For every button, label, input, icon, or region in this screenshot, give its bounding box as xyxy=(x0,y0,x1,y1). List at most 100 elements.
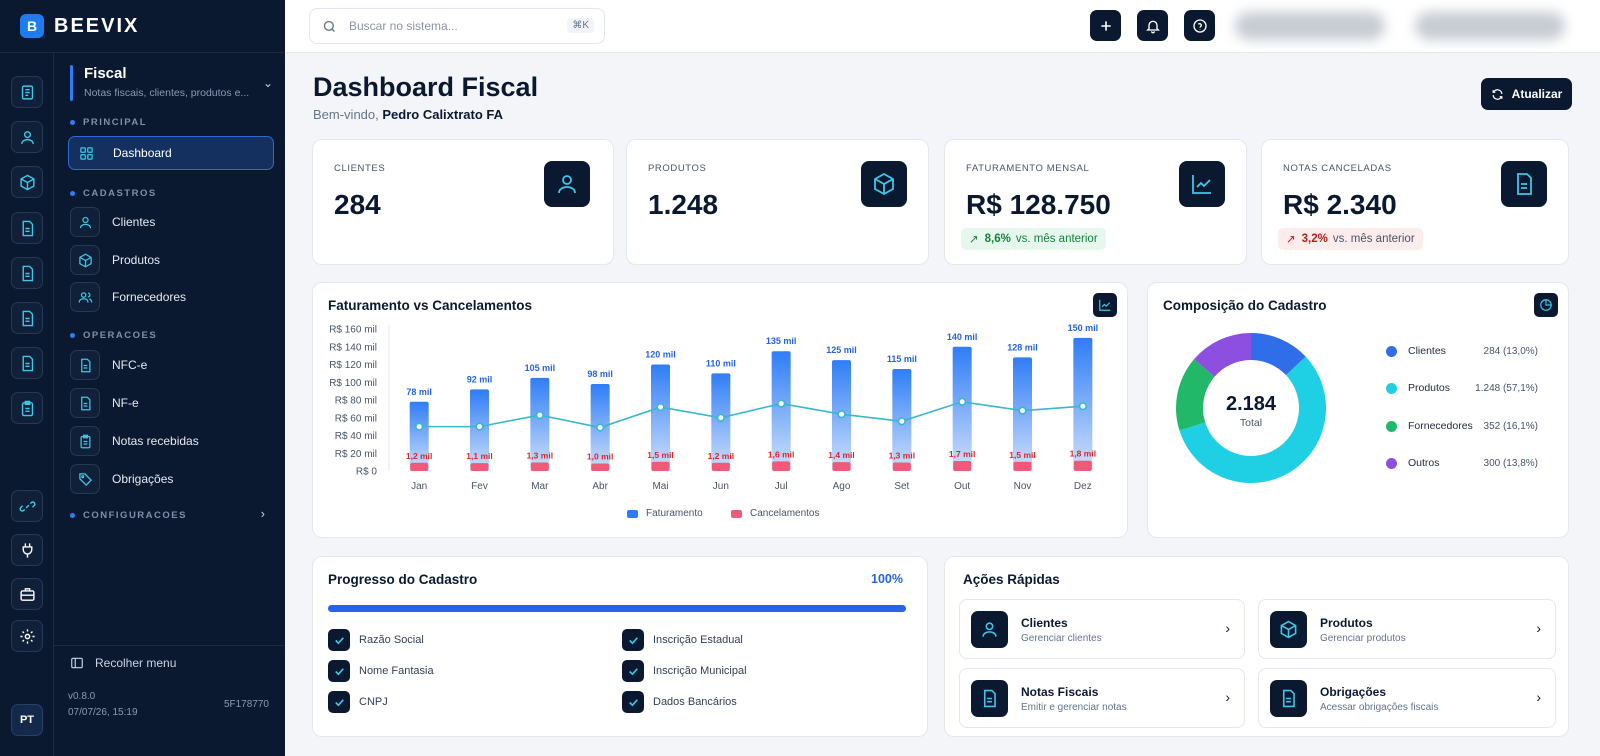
cancelamentos-data-label: 1,5 mil xyxy=(1009,450,1035,460)
stat-label: FATURAMENTO MENSAL xyxy=(966,163,1090,174)
donut-total-value: 2.184 xyxy=(1225,393,1277,415)
trend-point xyxy=(656,402,665,412)
cancelamentos-bar xyxy=(530,462,549,471)
rail-plug-icon[interactable] xyxy=(11,534,43,566)
legend-faturamento: Faturamento xyxy=(627,508,703,519)
add-button[interactable] xyxy=(1090,10,1121,41)
box-icon xyxy=(861,161,907,207)
y-tick-label: R$ 140 mil xyxy=(329,342,377,353)
rail-document-icon[interactable] xyxy=(11,347,43,379)
section-configuracoes[interactable]: CONFIGURACOES xyxy=(70,510,187,521)
faturamento-bar xyxy=(409,401,429,471)
faturamento-data-label: 128 mil xyxy=(1007,342,1038,352)
chart-icon[interactable] xyxy=(1093,293,1117,317)
rail-settings-icon[interactable] xyxy=(11,620,43,652)
cancelamentos-data-label: 1,2 mil xyxy=(406,451,432,461)
notifications-button[interactable] xyxy=(1137,10,1168,41)
sidebar-item-fornecedores[interactable]: Fornecedores xyxy=(68,280,274,314)
trend-line xyxy=(419,400,1083,429)
delta-value: 8,6% xyxy=(984,233,1011,245)
y-tick-label: R$ 60 mil xyxy=(335,413,377,424)
plus-icon xyxy=(1100,20,1111,31)
y-tick-label: R$ 100 mil xyxy=(329,378,377,389)
quick-action-produtos[interactable]: Produtos Gerenciar produtos › xyxy=(1258,599,1556,659)
build-date: 07/07/26, 15:19 xyxy=(68,707,138,718)
rail-user-icon[interactable] xyxy=(11,121,43,153)
search-box[interactable]: ⌘K xyxy=(309,8,605,44)
sidebar-item-clientes[interactable]: Clientes xyxy=(68,205,274,239)
delta-badge: ↗ 3,2% vs. mês anterior xyxy=(1278,228,1423,250)
rail-document-icon[interactable] xyxy=(11,302,43,334)
trend-point xyxy=(777,399,786,408)
rail-notes-icon[interactable] xyxy=(11,76,43,108)
collapse-menu-button[interactable]: Recolher menu xyxy=(54,645,285,679)
document-icon xyxy=(70,388,100,418)
checklist-item[interactable]: Dados Bancários xyxy=(622,691,737,713)
faturamento-bar xyxy=(651,364,670,471)
quick-action-title: Clientes xyxy=(1021,616,1068,630)
refresh-button[interactable]: Atualizar xyxy=(1481,78,1572,110)
cancelamentos-bar xyxy=(711,462,730,471)
delta-badge: ↗ 8,6% vs. mês anterior xyxy=(961,228,1106,250)
checklist-item[interactable]: Inscrição Estadual xyxy=(622,629,743,651)
users-icon xyxy=(70,282,100,312)
faturamento-data-label: 115 mil xyxy=(887,354,917,364)
brand[interactable]: B BEEVIX xyxy=(0,0,285,53)
section-cadastros: CADASTROS xyxy=(70,188,157,199)
rail-clipboard-icon[interactable] xyxy=(11,392,43,424)
chevron-right-icon[interactable]: › xyxy=(260,506,265,521)
help-button[interactable] xyxy=(1184,10,1215,41)
x-tick-label: Mai xyxy=(652,481,668,492)
legend-dot xyxy=(1386,457,1397,469)
quick-action-subtitle: Gerenciar clientes xyxy=(1021,633,1102,644)
checklist-label: Inscrição Municipal xyxy=(653,665,747,677)
sidebar-item-label: NFC-e xyxy=(112,358,148,372)
module-selector[interactable]: Fiscal Notas fiscais, clientes, produtos… xyxy=(70,63,275,107)
cancelamentos-bar xyxy=(1013,461,1032,471)
donut-slice-produtos xyxy=(1179,356,1326,483)
legend-value: 1.248 (57,1%) xyxy=(1475,382,1538,394)
search-input[interactable] xyxy=(349,19,559,33)
trending-up-icon xyxy=(1179,161,1225,207)
x-tick-label: Jun xyxy=(713,481,729,492)
sidebar-item-dashboard[interactable]: Dashboard xyxy=(68,136,274,170)
grid-icon xyxy=(71,138,101,168)
legend-label: Cancelamentos xyxy=(750,508,820,519)
trend-point xyxy=(1018,406,1027,415)
stat-value: 1.248 xyxy=(648,189,719,220)
user-icon xyxy=(70,207,100,237)
quick-action-clientes[interactable]: Clientes Gerenciar clientes › xyxy=(959,599,1245,659)
sidebar-item-nfe[interactable]: NF-e xyxy=(68,386,274,420)
topbar: ⌘K xyxy=(285,0,1600,53)
cancelamentos-bar xyxy=(591,463,610,471)
welcome-text: Bem-vindo, Pedro Calixtrato FA xyxy=(313,107,503,122)
checklist-item[interactable]: Inscrição Municipal xyxy=(622,660,747,682)
checklist-item[interactable]: CNPJ xyxy=(328,691,388,713)
checklist-item[interactable]: Nome Fantasia xyxy=(328,660,434,682)
rail-box-icon[interactable] xyxy=(11,166,43,198)
refresh-icon xyxy=(1492,88,1503,100)
checklist-item[interactable]: Razão Social xyxy=(328,629,424,651)
pie-chart-icon[interactable] xyxy=(1534,293,1558,317)
stat-card-produtos: PRODUTOS 1.248 xyxy=(626,139,929,265)
sidebar-item-obrigacoes[interactable]: Obrigações xyxy=(68,462,274,496)
chart-title: Faturamento vs Cancelamentos xyxy=(328,298,533,313)
user-avatar[interactable]: PT xyxy=(11,704,43,736)
revenue-chart-card: Faturamento vs Cancelamentos R$ 0 R$ 20 m… xyxy=(312,282,1128,538)
composition-card: Composição do Cadastro 2.184 Total Clien… xyxy=(1147,282,1569,538)
quick-action-obrigacoes[interactable]: Obrigações Acessar obrigações fiscais › xyxy=(1258,668,1556,728)
sidebar-item-produtos[interactable]: Produtos xyxy=(68,243,274,277)
check-icon xyxy=(622,691,644,713)
rail-document-icon[interactable] xyxy=(11,212,43,244)
rail-link-icon[interactable] xyxy=(11,490,43,522)
x-tick-label: Set xyxy=(894,481,909,492)
quick-action-notas-fiscais[interactable]: Notas Fiscais Emitir e gerenciar notas › xyxy=(959,668,1245,728)
quick-action-subtitle: Acessar obrigações fiscais xyxy=(1320,702,1439,713)
sidebar-item-notas-recebidas[interactable]: Notas recebidas xyxy=(68,424,274,458)
sidebar-item-nfce[interactable]: NFC-e xyxy=(68,348,274,382)
cancelamentos-data-label: 1,3 mil xyxy=(527,450,553,460)
faturamento-data-label: 140 mil xyxy=(947,332,978,342)
rail-briefcase-icon[interactable] xyxy=(11,578,43,610)
faturamento-bar xyxy=(530,377,550,471)
rail-document-icon[interactable] xyxy=(11,257,43,289)
